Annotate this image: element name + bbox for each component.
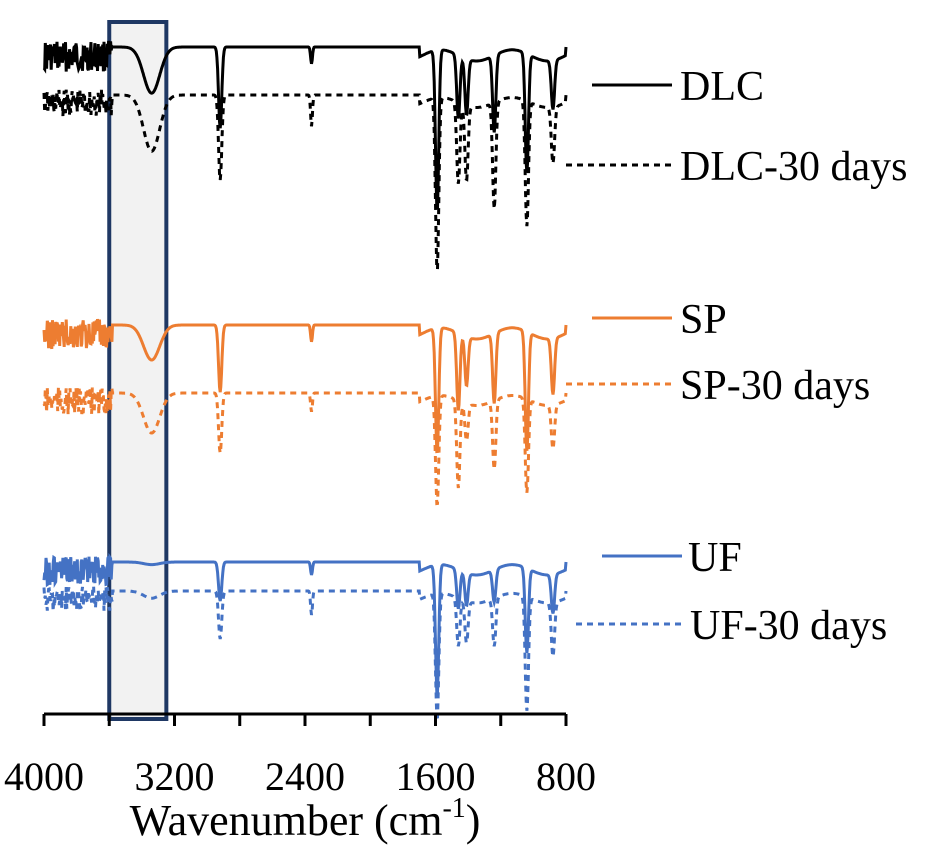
x-tick-label-800: 800 <box>536 754 596 799</box>
traces-group <box>42 40 568 719</box>
series-line-uf-30-days <box>42 585 568 719</box>
legend-label-sp: SP <box>680 297 727 343</box>
x-axis: 4000 3200 2400 1600 800 <box>4 712 596 799</box>
series-line-sp <box>42 318 568 454</box>
legend-label-dlc: DLC <box>680 64 764 110</box>
x-tick-label-3200: 3200 <box>135 754 215 799</box>
legend-label-uf-30: UF-30 days <box>690 603 887 649</box>
x-axis-title-suffix: ) <box>466 796 481 845</box>
legend: DLC DLC-30 days SP SP-30 days UF UF-30 d… <box>566 64 907 649</box>
series-line-uf <box>42 552 568 694</box>
x-tick-label-2400: 2400 <box>265 754 345 799</box>
highlight-band <box>107 20 169 721</box>
series-line-dlc-30-days <box>42 89 568 271</box>
x-tick-label-4000: 4000 <box>4 754 84 799</box>
legend-label-dlc-30: DLC-30 days <box>680 144 907 190</box>
series-line-sp-30-days <box>42 384 568 506</box>
x-axis-title-superscript: -1 <box>442 793 465 824</box>
legend-label-uf: UF <box>688 535 742 581</box>
series-line-dlc <box>42 40 568 210</box>
x-tick-label-1600: 1600 <box>396 754 476 799</box>
x-axis-title-text: Wavenumber (cm <box>130 796 443 845</box>
legend-label-sp-30: SP-30 days <box>680 363 870 409</box>
x-axis-title: Wavenumber (cm-1) <box>130 793 481 845</box>
